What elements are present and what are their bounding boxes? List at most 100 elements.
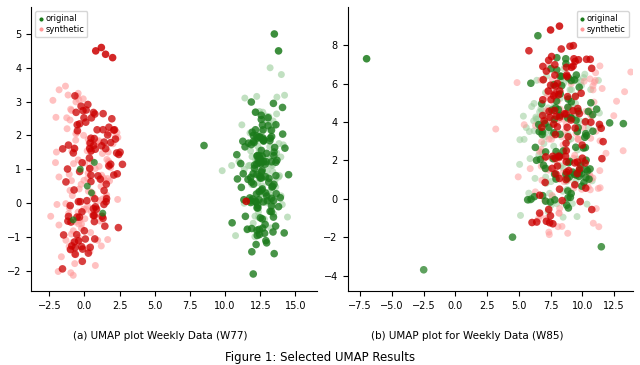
Point <box>543 122 553 128</box>
Point <box>561 178 572 184</box>
Legend: original, synthetic: original, synthetic <box>35 11 88 38</box>
Point <box>70 245 81 250</box>
Point <box>539 128 549 134</box>
Point <box>248 181 259 187</box>
Point <box>77 160 87 166</box>
Point <box>252 205 262 211</box>
Point <box>561 153 571 159</box>
Point <box>254 148 264 154</box>
Point <box>77 209 87 215</box>
Point <box>254 227 264 233</box>
Point <box>572 147 582 153</box>
Point <box>271 159 281 165</box>
Point <box>553 163 563 169</box>
Point <box>258 109 268 115</box>
Point <box>236 184 246 190</box>
Point <box>580 119 591 125</box>
Point <box>538 77 548 83</box>
Point <box>540 197 550 203</box>
Point <box>269 123 279 128</box>
Point <box>252 135 262 141</box>
Point <box>547 130 557 136</box>
Point <box>542 93 552 99</box>
Point <box>70 251 81 257</box>
Point <box>250 234 260 239</box>
Point <box>554 82 564 88</box>
Point <box>549 108 559 114</box>
Point <box>234 159 244 165</box>
Point <box>563 109 573 115</box>
Point <box>547 107 557 113</box>
Point <box>540 166 550 172</box>
Point <box>86 115 97 121</box>
Point <box>97 143 107 149</box>
Point <box>257 186 268 192</box>
Point <box>246 179 257 185</box>
Point <box>563 205 573 211</box>
Point <box>276 154 286 160</box>
Point <box>576 162 586 168</box>
Point <box>597 85 607 91</box>
Point <box>540 165 550 171</box>
Point <box>536 106 546 112</box>
Point <box>259 138 269 144</box>
Point <box>550 171 561 177</box>
Point <box>257 122 268 128</box>
Point <box>561 169 572 175</box>
Point <box>76 103 86 109</box>
Point <box>62 166 72 172</box>
Point <box>63 211 74 216</box>
Point <box>552 150 563 156</box>
Point <box>584 176 594 182</box>
Point <box>559 80 569 86</box>
Point <box>583 184 593 190</box>
Point <box>536 163 547 169</box>
Point <box>563 104 573 110</box>
Point <box>548 221 558 227</box>
Point <box>84 166 95 172</box>
Point <box>80 216 90 222</box>
Point <box>51 149 61 155</box>
Point <box>266 209 276 215</box>
Point <box>554 117 564 123</box>
Point <box>67 231 77 237</box>
Point <box>94 198 104 204</box>
Point <box>515 137 525 143</box>
Point <box>529 128 540 134</box>
Point <box>557 198 567 204</box>
Point <box>561 64 572 70</box>
Point <box>521 125 531 131</box>
Point <box>52 201 62 207</box>
Point <box>106 161 116 167</box>
Point <box>65 106 76 112</box>
Point <box>103 162 113 168</box>
Point <box>85 140 95 146</box>
Point <box>243 140 253 146</box>
Point <box>538 117 548 123</box>
Point <box>260 200 271 205</box>
Point <box>250 198 260 204</box>
Point <box>232 176 243 182</box>
Point <box>99 175 109 181</box>
Point <box>100 146 111 151</box>
Point <box>266 199 276 205</box>
Point <box>80 160 90 166</box>
Point <box>585 187 595 193</box>
Point <box>67 108 77 114</box>
Point <box>250 162 260 168</box>
Point <box>534 122 544 127</box>
Point <box>250 109 260 115</box>
Point <box>54 174 64 180</box>
Point <box>576 91 586 96</box>
Point <box>547 165 557 171</box>
Point <box>106 165 116 170</box>
Point <box>237 138 248 144</box>
Point <box>541 198 551 204</box>
Point <box>596 244 607 250</box>
Point <box>83 101 93 107</box>
Point <box>264 196 274 202</box>
Point <box>518 113 529 119</box>
Point <box>547 118 557 124</box>
Point <box>559 111 570 117</box>
Point <box>571 118 581 123</box>
